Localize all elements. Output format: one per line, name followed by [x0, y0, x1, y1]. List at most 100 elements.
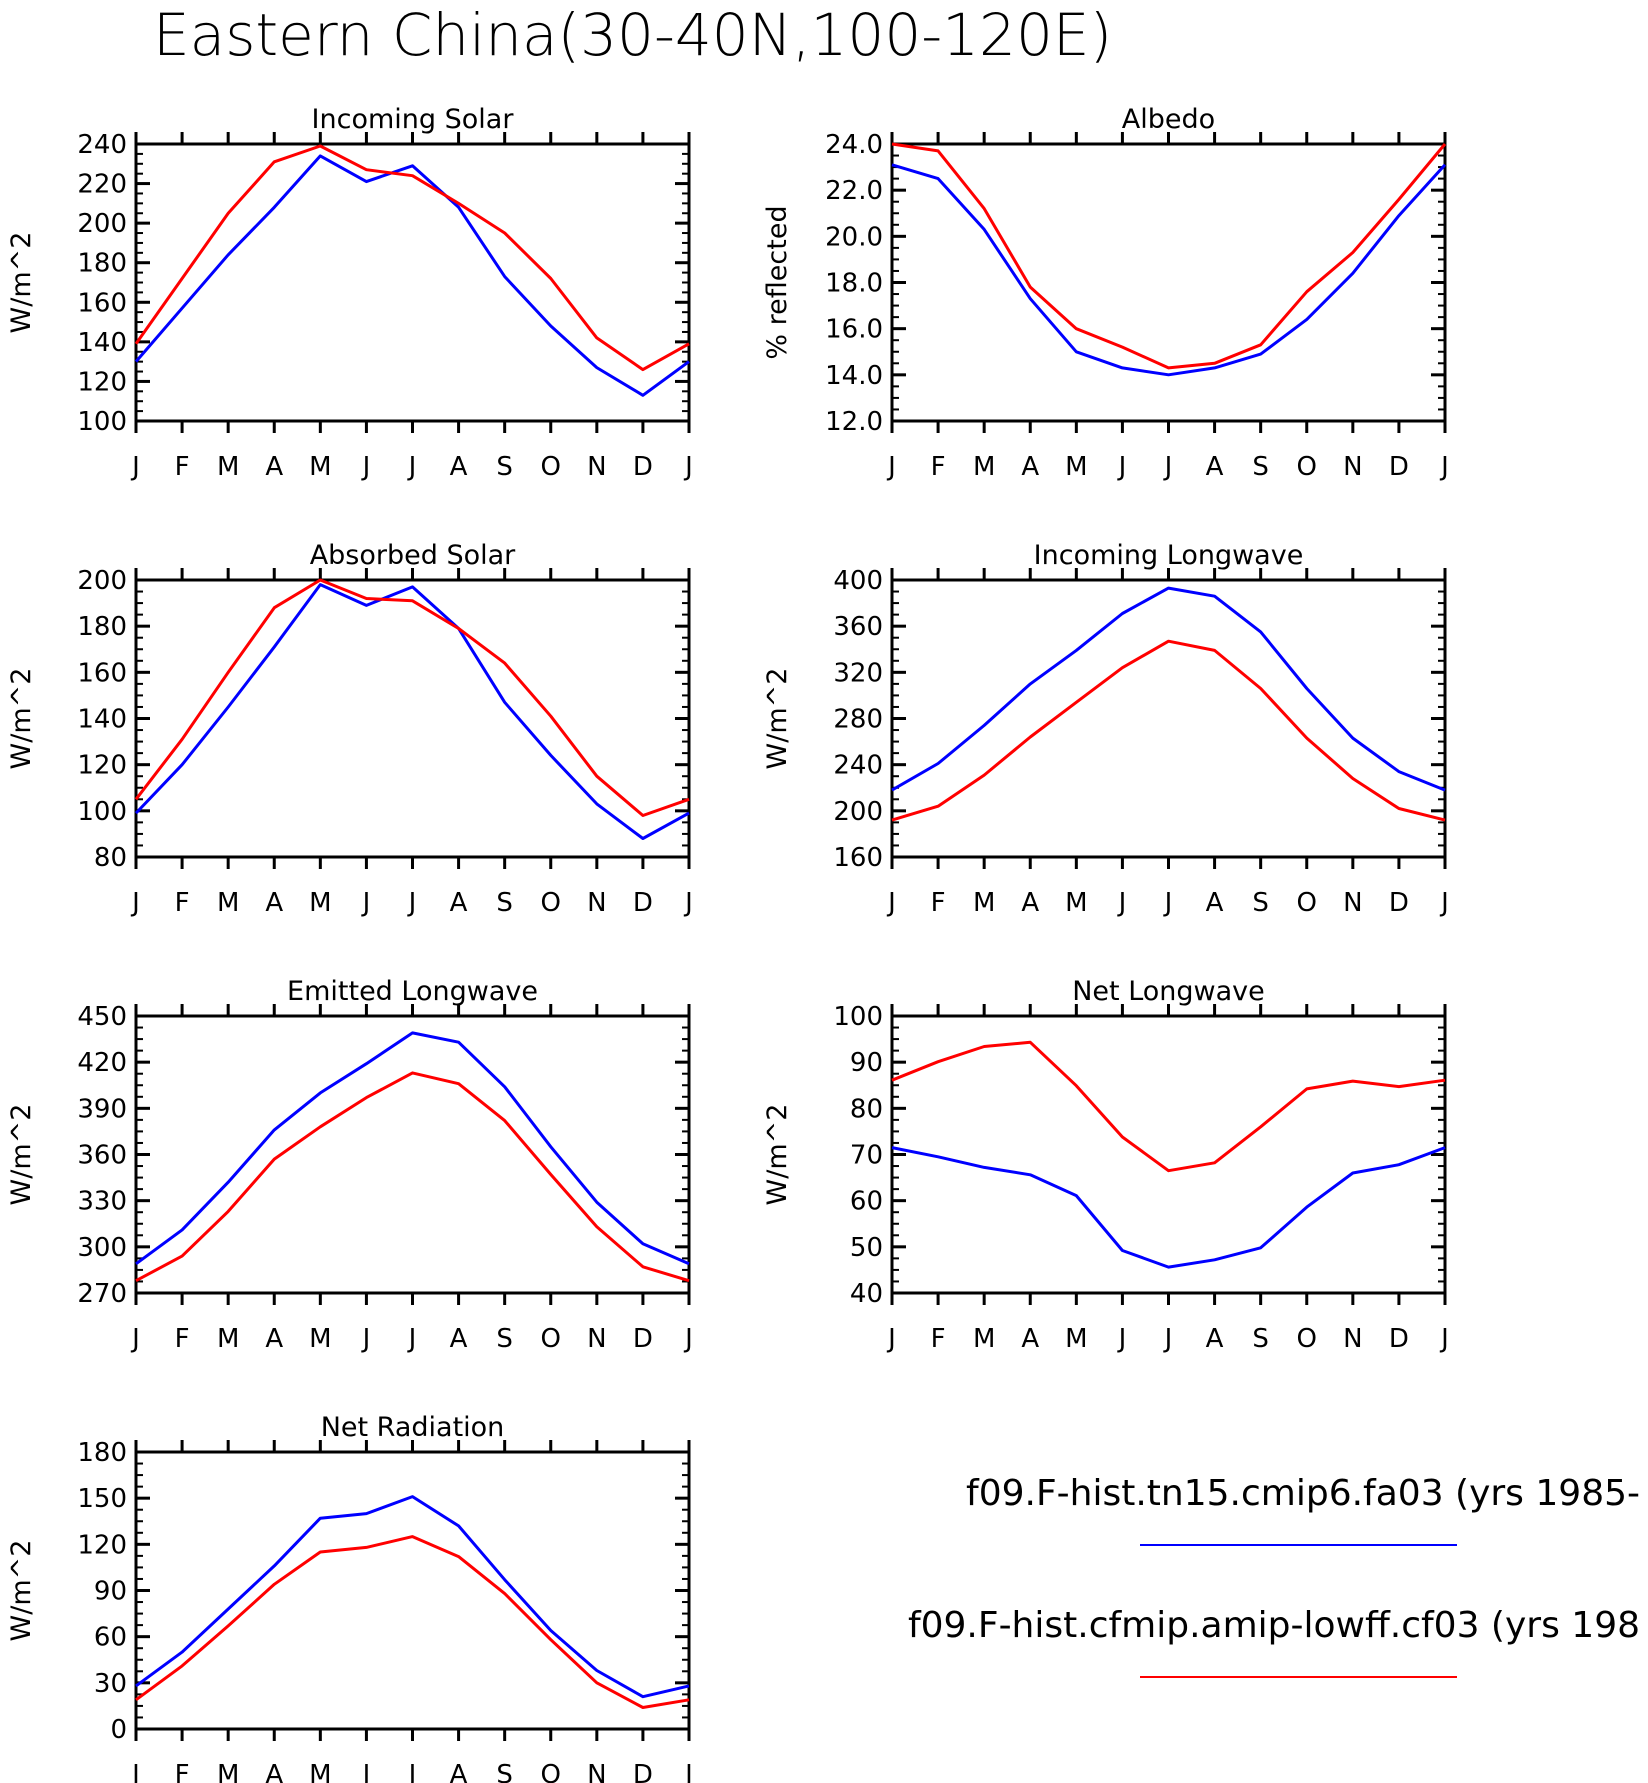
- x-tick-label: J: [361, 1760, 371, 1783]
- x-tick-label: N: [587, 1760, 606, 1783]
- x-tick-label: A: [1206, 888, 1224, 918]
- x-tick-label: J: [683, 452, 693, 482]
- y-tick-label: 18.0: [825, 269, 883, 299]
- x-tick-label: M: [309, 888, 331, 918]
- y-tick-label: 0: [110, 1715, 127, 1745]
- x-tick-label: J: [1117, 1324, 1127, 1354]
- y-tick-label: 300: [77, 1233, 127, 1263]
- x-tick-label: D: [633, 1760, 653, 1783]
- x-tick-label: N: [587, 1324, 606, 1354]
- x-tick-label: A: [1021, 452, 1039, 482]
- x-tick-label: S: [496, 1760, 513, 1783]
- x-tick-label: J: [130, 452, 140, 482]
- x-tick-label: J: [407, 1324, 417, 1354]
- y-tick-label: 12.0: [825, 407, 883, 437]
- x-tick-label: N: [1343, 452, 1362, 482]
- x-tick-label: S: [496, 452, 513, 482]
- y-tick-label: 50: [850, 1233, 883, 1263]
- x-tick-label: M: [1065, 888, 1087, 918]
- x-tick-label: J: [361, 888, 371, 918]
- x-tick-label: J: [683, 888, 693, 918]
- x-tick-label: O: [1297, 888, 1317, 918]
- y-tick-label: 120: [77, 1530, 127, 1560]
- x-tick-label: A: [1206, 452, 1224, 482]
- y-tick-label: 280: [833, 705, 883, 735]
- x-tick-label: J: [886, 888, 896, 918]
- y-tick-label: 180: [77, 612, 127, 642]
- plot-frame: [890, 578, 1447, 859]
- y-tick-label: 100: [77, 407, 127, 437]
- y-tick-label: 390: [77, 1094, 127, 1124]
- x-tick-label: J: [130, 1760, 140, 1783]
- x-tick-label: J: [130, 1324, 140, 1354]
- x-tick-label: A: [1021, 888, 1039, 918]
- panel-title: Incoming Longwave: [1034, 540, 1304, 571]
- x-tick-label: S: [1252, 452, 1269, 482]
- x-tick-label: M: [1065, 1324, 1087, 1354]
- y-tick-label: 90: [850, 1048, 883, 1078]
- x-tick-label: J: [407, 452, 417, 482]
- legend-label: f09.F-hist.cfmip.amip-lowff.cf03 (yrs 19…: [908, 1605, 1640, 1646]
- y-tick-label: 60: [94, 1623, 127, 1653]
- y-tick-label: 330: [77, 1187, 127, 1217]
- y-tick-label: 160: [77, 288, 127, 318]
- series-line-1: [134, 154, 690, 397]
- x-tick-label: A: [450, 888, 468, 918]
- x-tick-label: M: [309, 452, 331, 482]
- panel-title: Absorbed Solar: [310, 540, 516, 571]
- x-tick-label: A: [1021, 1324, 1039, 1354]
- y-axis-label: W/m^2: [6, 232, 37, 334]
- y-axis-label: W/m^2: [762, 668, 793, 770]
- x-tick-label: D: [1389, 888, 1409, 918]
- y-tick-label: 60: [850, 1187, 883, 1217]
- series-line-2: [891, 142, 1447, 370]
- x-tick-label: J: [1439, 888, 1449, 918]
- x-tick-label: M: [217, 1760, 239, 1783]
- x-tick-label: O: [1297, 1324, 1317, 1354]
- legend: f09.F-hist.tn15.cmip6.fa03 (yrs 1985- f09…: [908, 1473, 1640, 1678]
- x-tick-label: J: [886, 1324, 896, 1354]
- x-tick-label: F: [175, 1324, 190, 1354]
- x-tick-label: M: [217, 452, 239, 482]
- x-tick-label: J: [407, 888, 417, 918]
- x-tick-label: D: [633, 452, 653, 482]
- x-tick-label: M: [217, 1324, 239, 1354]
- series-line-2: [135, 1535, 690, 1709]
- y-tick-label: 180: [77, 249, 127, 279]
- x-tick-label: J: [886, 452, 896, 482]
- y-axis-label: W/m^2: [762, 1104, 793, 1206]
- x-tick-label: F: [175, 1760, 190, 1783]
- x-tick-label: A: [265, 888, 283, 918]
- plot-frame: [134, 142, 691, 423]
- series-line-1: [135, 1495, 690, 1699]
- x-tick-label: F: [931, 452, 946, 482]
- y-tick-label: 200: [77, 566, 127, 596]
- y-tick-label: 400: [833, 566, 883, 596]
- x-tick-label: J: [683, 1324, 693, 1354]
- y-tick-label: 80: [850, 1094, 883, 1124]
- y-tick-label: 120: [77, 367, 127, 397]
- x-tick-label: A: [450, 1760, 468, 1783]
- x-tick-label: J: [1439, 1324, 1449, 1354]
- x-tick-label: J: [130, 888, 140, 918]
- x-tick-label: N: [1343, 888, 1362, 918]
- x-tick-label: J: [1163, 452, 1173, 482]
- y-tick-label: 320: [833, 658, 883, 688]
- x-tick-label: M: [973, 1324, 995, 1354]
- x-tick-label: M: [309, 1324, 331, 1354]
- x-tick-label: J: [1117, 888, 1127, 918]
- legend-label: f09.F-hist.tn15.cmip6.fa03 (yrs 1985-: [966, 1473, 1640, 1514]
- panel-title: Net Longwave: [1072, 976, 1265, 1007]
- series-line-1: [135, 1031, 690, 1266]
- x-tick-label: S: [1252, 888, 1269, 918]
- x-tick-label: N: [587, 888, 606, 918]
- series-line-1: [134, 583, 690, 840]
- x-tick-label: O: [541, 452, 561, 482]
- y-tick-label: 220: [77, 170, 127, 200]
- y-tick-label: 100: [77, 797, 127, 827]
- figure-title: Eastern China(30-40N,100-120E): [153, 1, 1112, 69]
- y-tick-label: 420: [77, 1048, 127, 1078]
